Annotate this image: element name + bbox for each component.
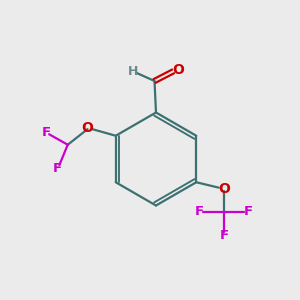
Text: F: F	[42, 126, 51, 139]
Text: O: O	[82, 121, 94, 135]
Text: O: O	[172, 63, 184, 77]
Text: H: H	[128, 65, 139, 78]
Text: F: F	[195, 205, 204, 218]
Text: F: F	[244, 205, 253, 218]
Text: O: O	[218, 182, 230, 196]
Text: F: F	[219, 229, 228, 242]
Text: F: F	[53, 162, 62, 175]
